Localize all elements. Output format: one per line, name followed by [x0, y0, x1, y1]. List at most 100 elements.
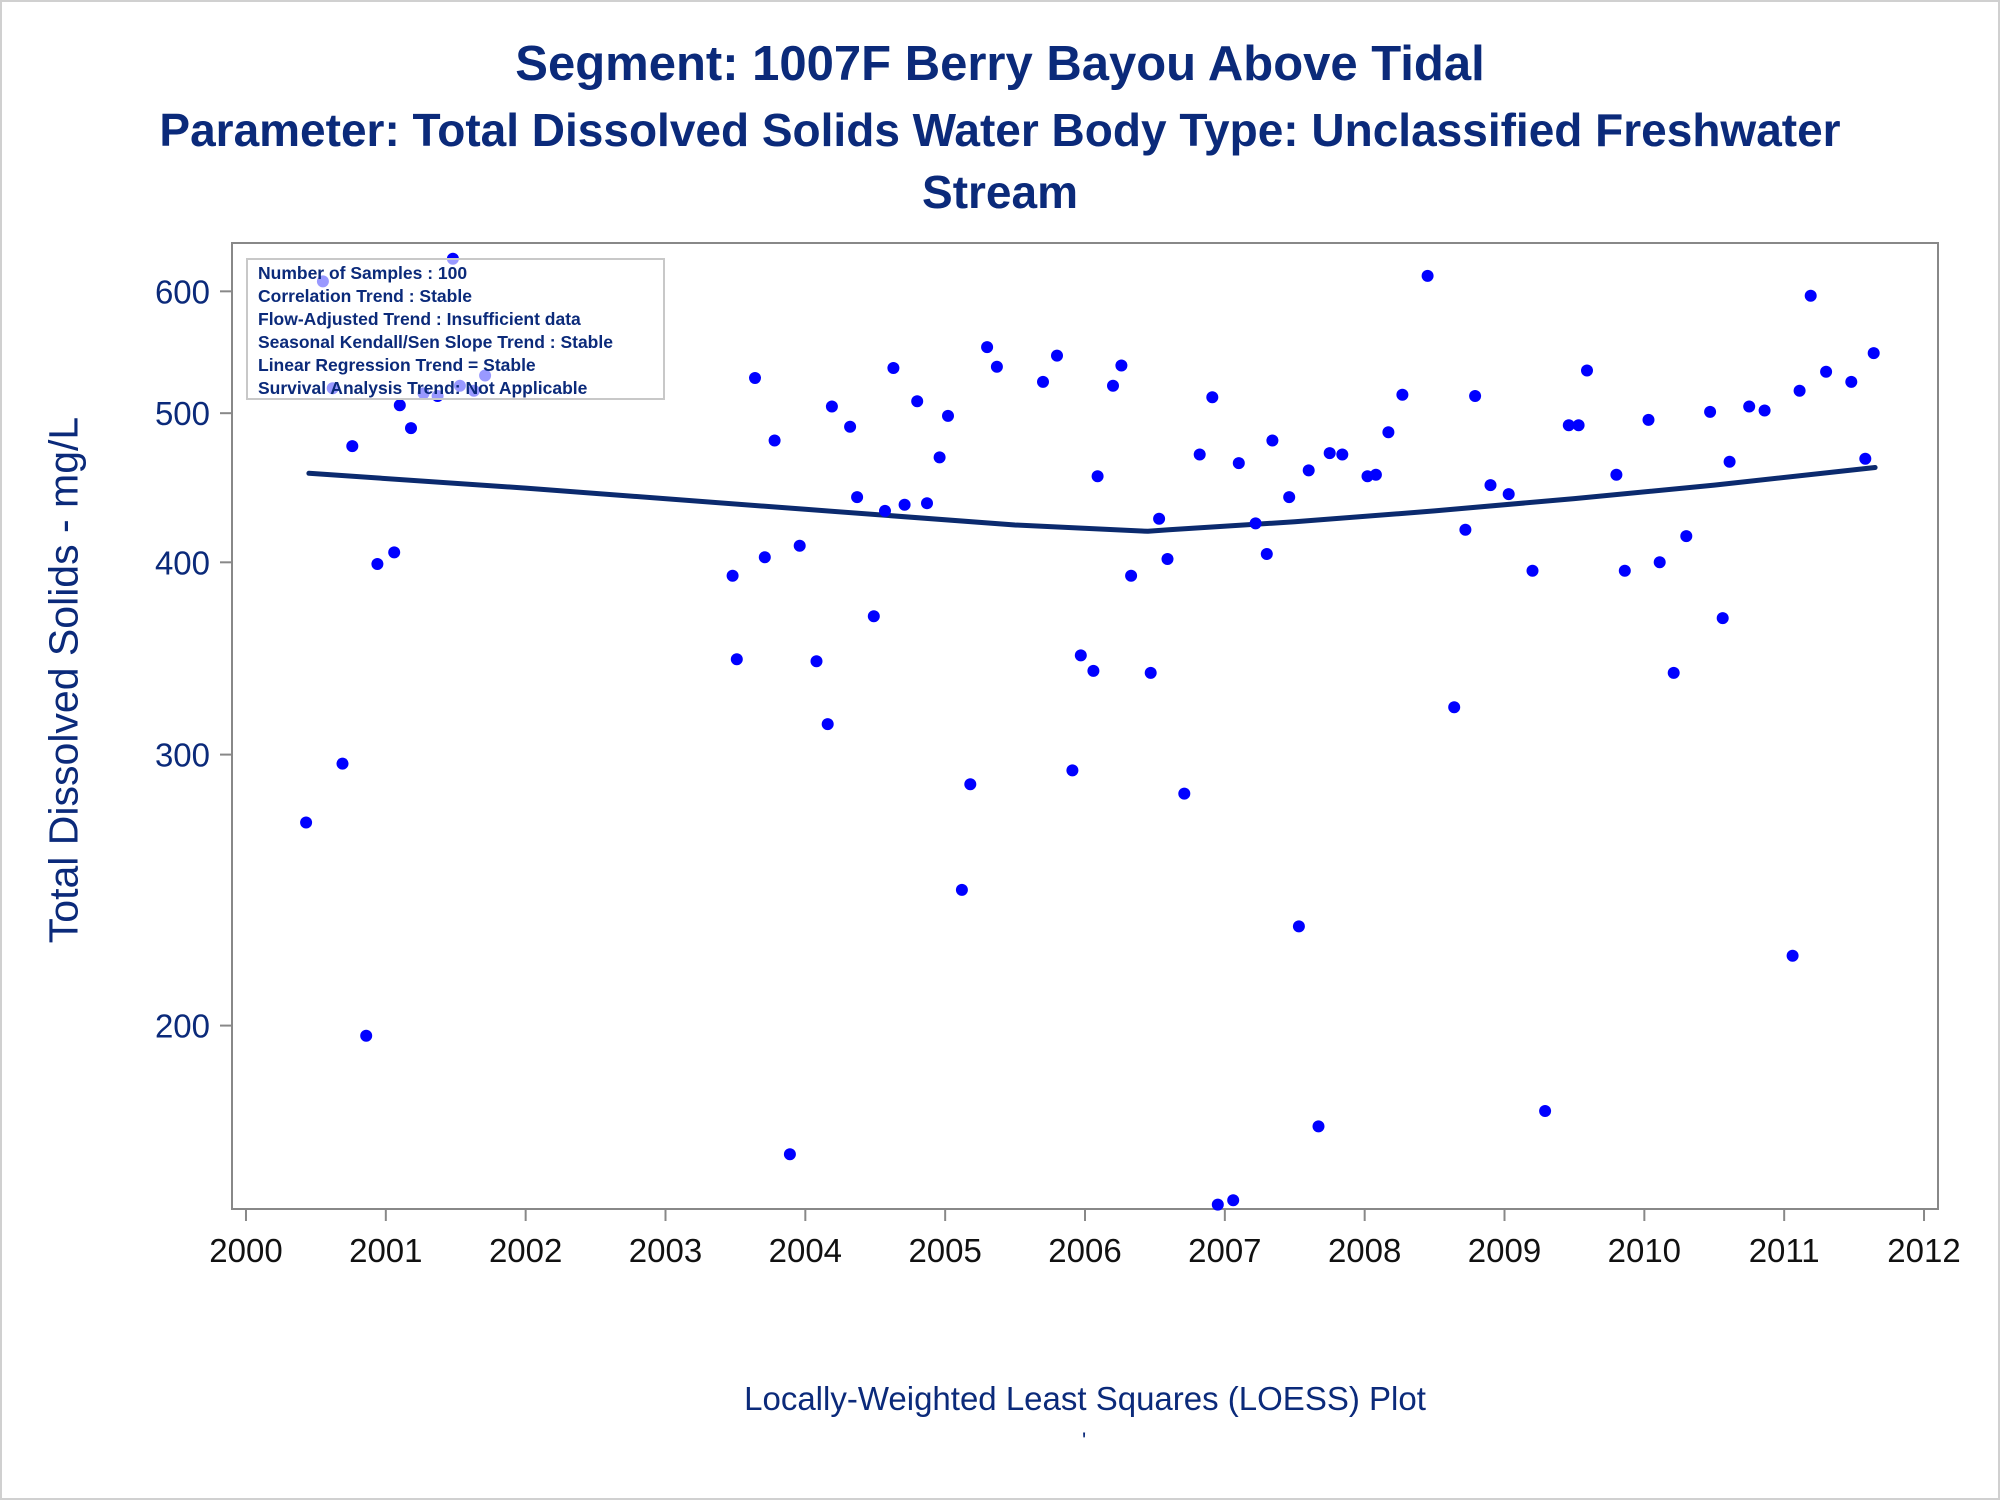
stats-lines: Number of Samples : 100 Correlation Trend…: [258, 263, 613, 398]
x-tick-label: 2001: [349, 1232, 422, 1269]
data-point: [1051, 349, 1063, 362]
data-point: [1396, 388, 1409, 401]
x-tick-label: 2008: [1328, 1232, 1401, 1269]
data-point: [887, 362, 900, 374]
data-points: [300, 252, 1880, 1211]
data-point: [758, 551, 771, 564]
data-point: [1206, 391, 1219, 404]
x-tick-label: 2006: [1048, 1232, 1121, 1269]
loess-line: [306, 465, 1878, 534]
y-axis: 200 300 400 500 600: [155, 273, 232, 1045]
data-point: [1107, 379, 1119, 392]
data-point: [1336, 448, 1349, 461]
data-point: [1312, 1120, 1325, 1133]
loess-layer: [306, 465, 1878, 534]
data-point: [1526, 564, 1539, 577]
data-point: [1266, 434, 1279, 447]
data-point: [300, 816, 313, 829]
data-point: [393, 399, 406, 412]
data-point: [360, 1029, 373, 1042]
data-point: [1572, 419, 1585, 432]
x-tick-label: 2011: [1749, 1232, 1820, 1269]
data-point: [1193, 448, 1206, 461]
data-point: [1642, 413, 1655, 426]
data-point: [1459, 523, 1472, 536]
y-axis-label: Total Dissolved Solids - mg/L: [40, 416, 87, 944]
data-point: [730, 653, 743, 666]
data-point: [810, 655, 823, 668]
stats-line: Correlation Trend : Stable: [258, 286, 472, 306]
x-tick-label: 2002: [489, 1232, 562, 1269]
data-point: [336, 757, 349, 770]
data-point: [1091, 470, 1104, 483]
x-tick-label: 2010: [1608, 1232, 1681, 1269]
data-point: [1820, 365, 1833, 378]
stats-box-border: [246, 258, 665, 400]
data-point: [1066, 764, 1079, 777]
data-point: [964, 778, 977, 791]
x-tick-label: 2012: [1887, 1232, 1960, 1269]
chart-subtitle: Parameter: Total Dissolved Solids Water …: [159, 104, 1841, 156]
data-point: [1793, 384, 1806, 397]
data-point: [1469, 390, 1482, 402]
data-point: [879, 504, 891, 517]
data-point: [1144, 666, 1157, 679]
data-point: [981, 341, 994, 354]
data-point: [1618, 564, 1631, 577]
data-point: [1581, 364, 1593, 377]
data-point: [1786, 949, 1799, 962]
x-tick-label: 2007: [1188, 1232, 1261, 1269]
data-point: [844, 420, 857, 433]
x-tick-label: 2004: [769, 1232, 842, 1269]
x-axis: 2000 2001 2002 2003 2004 2005 2006 2007 2008 2009…: [209, 1209, 1961, 1269]
data-point: [783, 1148, 796, 1161]
data-point: [1758, 404, 1771, 417]
footnote-mark: ': [1082, 1428, 1087, 1453]
data-point: [955, 883, 968, 896]
data-point: [851, 491, 864, 504]
data-point: [1421, 269, 1434, 282]
data-point: [1539, 1105, 1552, 1117]
stats-line: Flow-Adjusted Trend : Insufficient data: [258, 309, 581, 329]
y-tick-label: 500: [155, 395, 210, 432]
data-point: [1680, 530, 1693, 543]
data-point: [768, 434, 781, 447]
data-point: [726, 569, 739, 582]
data-point: [990, 360, 1003, 373]
data-point: [1302, 464, 1315, 477]
x-tick-label: 2003: [629, 1232, 702, 1269]
chart-title: Segment: 1007F Berry Bayou Above Tidal: [515, 37, 1485, 91]
data-point: [1178, 787, 1191, 800]
data-point: [388, 546, 401, 559]
y-tick-label: 600: [155, 273, 210, 310]
data-point: [1232, 457, 1245, 470]
x-tick-label: 2009: [1468, 1232, 1541, 1269]
y-tick-label: 300: [155, 737, 210, 774]
data-point: [867, 610, 880, 623]
data-point: [821, 718, 834, 731]
data-point: [1249, 517, 1262, 530]
x-tick-label: 2000: [209, 1232, 282, 1269]
y-tick-label: 400: [155, 544, 210, 581]
y-tick-label: 200: [155, 1008, 210, 1045]
data-point: [371, 558, 384, 570]
data-point: [1115, 359, 1128, 372]
data-point: [911, 395, 924, 408]
data-point: [825, 400, 838, 413]
data-point: [1716, 612, 1729, 625]
data-point: [1704, 405, 1717, 418]
data-point: [1211, 1198, 1224, 1211]
data-point: [1382, 426, 1395, 439]
stats-line: Linear Regression Trend = Stable: [258, 355, 536, 375]
data-point: [1653, 556, 1666, 569]
stats-line: Survival Analysis Trend: Not Applicable: [258, 378, 588, 398]
data-point: [1074, 649, 1087, 662]
stats-line: Number of Samples : 100: [258, 263, 467, 283]
data-point: [1610, 468, 1623, 481]
data-point: [749, 372, 761, 384]
data-point: [1743, 400, 1756, 413]
data-point: [1562, 419, 1575, 432]
data-point: [1448, 701, 1461, 714]
data-point: [1859, 452, 1872, 465]
data-point: [898, 498, 911, 511]
